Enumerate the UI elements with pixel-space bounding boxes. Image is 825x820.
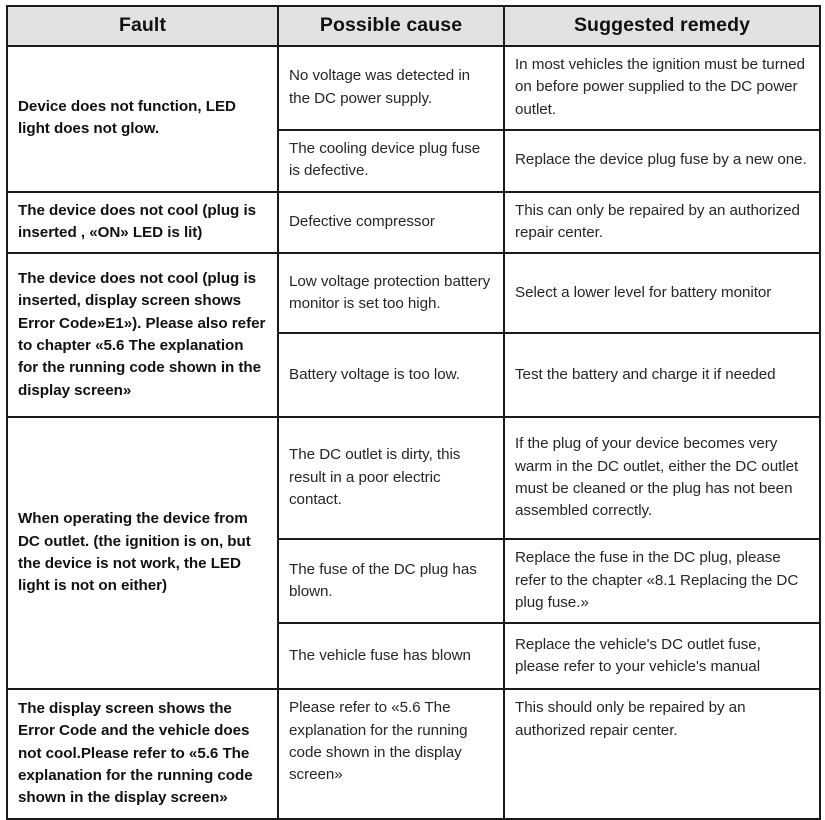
cause-cell: The DC outlet is dirty, this result in a… [277, 416, 505, 541]
cause-cell: The fuse of the DC plug has blown. [277, 538, 505, 625]
fault-cell: When operating the device from DC outlet… [6, 416, 279, 691]
header-row: Fault Possible cause Suggested remedy [6, 5, 821, 47]
table-row: Device does not function, LED light does… [6, 44, 821, 193]
remedy-cell: Replace the device plug fuse by a new on… [503, 129, 821, 193]
troubleshooting-table: Fault Possible cause Suggested remedy De… [6, 5, 821, 820]
cause-cell: Please refer to «5.6 The explanation for… [277, 688, 505, 820]
cause-cell: The vehicle fuse has blown [277, 622, 505, 691]
remedy-cell: This can only be repaired by an authoriz… [503, 190, 821, 255]
table-body: Device does not function, LED light does… [6, 44, 821, 820]
table-row: The vehicle fuse has blown Replace the v… [7, 622, 821, 691]
troubleshooting-sheet: Fault Possible cause Suggested remedy De… [6, 5, 821, 820]
table-row: The device does not cool (plug is insert… [6, 190, 821, 255]
table-header: Fault Possible cause Suggested remedy [6, 5, 821, 47]
cause-cell: Defective compressor [277, 190, 505, 255]
table-row: When operating the device from DC outlet… [6, 416, 821, 691]
remedy-cell: If the plug of your device becomes very … [503, 416, 821, 541]
table-row: The device does not cool (plug is insert… [6, 252, 821, 419]
remedy-cell: Replace the fuse in the DC plug, please … [503, 538, 821, 625]
table-row: The cooling device plug fuse is defectiv… [7, 129, 821, 193]
remedy-cell: Replace the vehicle's DC outlet fuse, pl… [503, 622, 821, 691]
remedy-cell: In most vehicles the ignition must be tu… [503, 44, 821, 132]
column-header-remedy: Suggested remedy [503, 5, 821, 47]
remedy-cell: Test the battery and charge it if needed [503, 332, 821, 419]
fault-cell: The display screen shows the Error Code … [6, 688, 279, 820]
fault-cell: The device does not cool (plug is insert… [6, 190, 279, 255]
cause-cell: Battery voltage is too low. [277, 332, 505, 419]
cause-cell: The cooling device plug fuse is defectiv… [277, 129, 505, 193]
fault-cell: Device does not function, LED light does… [6, 45, 279, 193]
table-row: Battery voltage is too low. Test the bat… [7, 332, 821, 419]
cause-cell: No voltage was detected in the DC power … [277, 44, 505, 132]
remedy-cell: This should only be repaired by an autho… [503, 688, 821, 820]
remedy-cell: Select a lower level for battery monitor [503, 252, 821, 335]
column-header-cause: Possible cause [277, 5, 505, 47]
cause-cell: Low voltage protection battery monitor i… [277, 252, 505, 335]
fault-cell: The device does not cool (plug is insert… [6, 252, 279, 419]
table-row: The fuse of the DC plug has blown. Repla… [7, 538, 821, 625]
column-header-fault: Fault [6, 5, 279, 47]
table-row: The display screen shows the Error Code … [6, 688, 821, 820]
